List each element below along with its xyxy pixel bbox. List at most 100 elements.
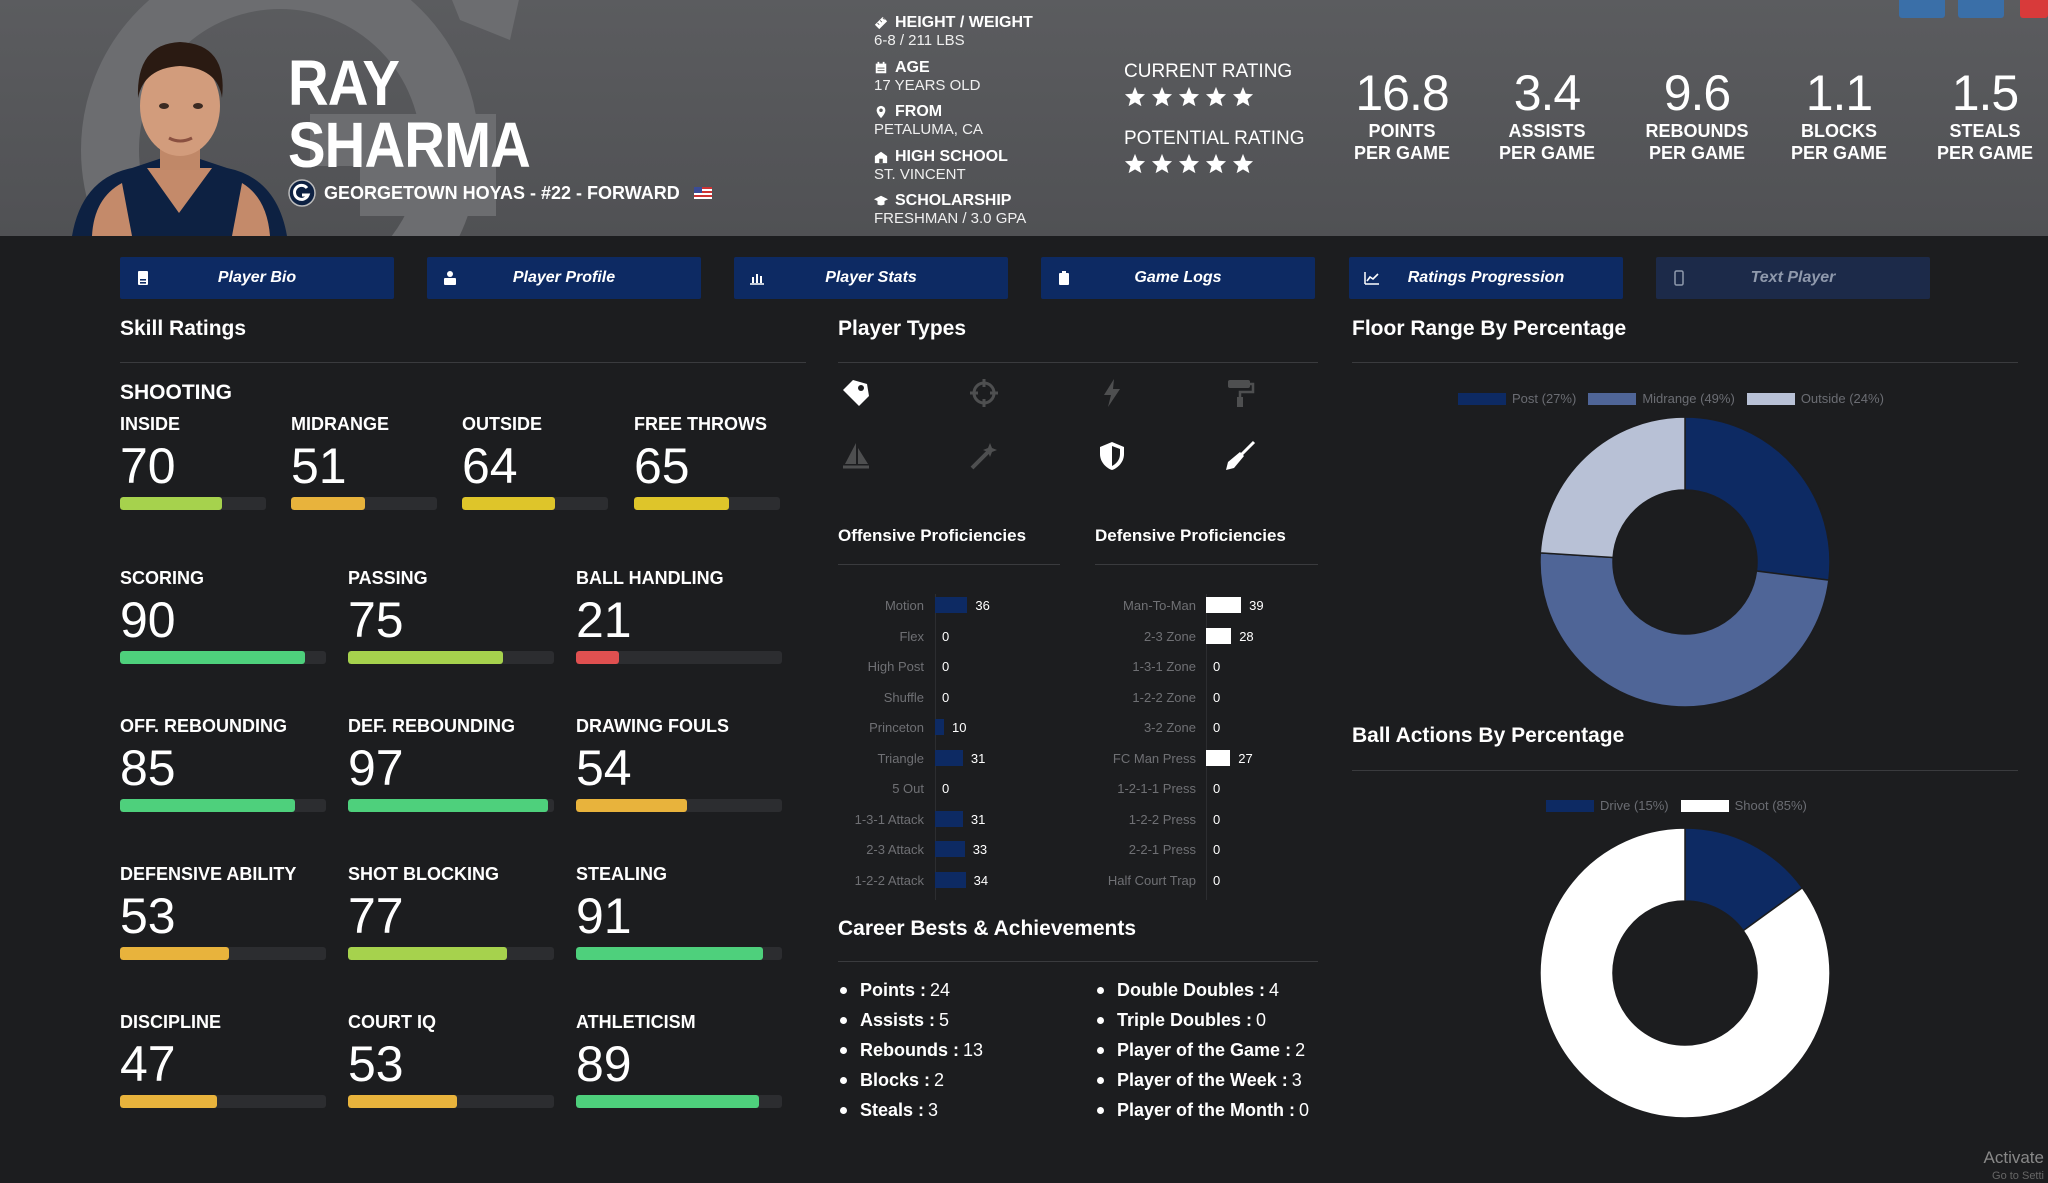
potential-rating: POTENTIAL RATING — [1124, 128, 1305, 174]
achievement-item: Points :24 — [840, 975, 983, 1005]
magic-wand-icon[interactable] — [968, 440, 1000, 472]
proficiency-bar — [935, 871, 966, 888]
ball-actions-title: Ball Actions By Percentage — [1352, 724, 1625, 747]
defensive-row: Man-To-Man 39 — [0, 595, 1264, 615]
achievements-right-list: Double Doubles :4 Triple Doubles :0 Player… — [1097, 975, 1309, 1125]
bio-label-row: HIGH SCHOOL — [873, 148, 1073, 166]
defensive-row: 1-2-1-1 Press 0 — [0, 778, 1220, 798]
skill-bar-track — [576, 651, 782, 664]
bullet-icon — [840, 986, 847, 994]
legend-item[interactable]: Drive (15%) — [1546, 798, 1669, 813]
previous-player-button[interactable] — [1899, 0, 1945, 18]
skill-athleticism: ATHLETICISM 89 — [576, 1012, 782, 1112]
achievement-value: 5 — [939, 1009, 950, 1030]
star-icon — [1205, 86, 1227, 107]
stat-box: 16.8 POINTS PER GAME — [1327, 66, 1477, 164]
stat-value: 9.6 — [1663, 65, 1732, 121]
sailboat-icon[interactable] — [840, 440, 872, 472]
crosshair-icon[interactable] — [968, 377, 1000, 409]
tab-label: Player Stats — [825, 269, 917, 286]
tab-player-bio[interactable]: Player Bio — [120, 257, 394, 299]
next-player-button[interactable] — [1958, 0, 2004, 18]
skill-court-iq: COURT IQ 53 — [348, 1012, 554, 1112]
lightning-icon[interactable] — [1096, 377, 1128, 409]
skill-label: BALL HANDLING — [576, 568, 724, 588]
skill-bar-fill — [348, 651, 503, 664]
legend-item[interactable]: Midrange (49%) — [1588, 391, 1735, 406]
tab-label: Game Logs — [1134, 269, 1222, 286]
skill-bar-track — [120, 799, 326, 812]
floor_range-slice-outside[interactable] — [1540, 417, 1686, 559]
legend-item[interactable]: Outside (24%) — [1746, 391, 1884, 406]
legend-item[interactable]: Post (27%) — [1458, 391, 1576, 406]
achievement-item: Player of the Week :3 — [1097, 1065, 1309, 1095]
proficiency-value: 0 — [942, 659, 950, 674]
proficiency-bar — [935, 749, 963, 766]
tab-player-stats[interactable]: Player Stats — [734, 257, 1008, 299]
legend-item[interactable]: Shoot (85%) — [1680, 798, 1807, 813]
skill-bar-fill — [348, 947, 507, 960]
legend-label: Drive (15%) — [1600, 798, 1669, 813]
skill-bar-fill — [576, 799, 688, 812]
skill-off-rebounding: OFF. REBOUNDING 85 — [120, 716, 326, 816]
stat-label-bottom: PER GAME — [1790, 143, 1887, 163]
skill-value: 53 — [348, 1036, 404, 1092]
proficiency-value: 0 — [942, 689, 950, 705]
achievement-value: 24 — [930, 979, 951, 1000]
bio-item: FROM PETALUMA, CA — [873, 103, 1073, 148]
close-button[interactable] — [2020, 0, 2048, 18]
skill-value: 70 — [120, 438, 176, 494]
tab-text-player[interactable]: Text Player — [1656, 257, 1930, 299]
bio-label: HIGH SCHOOL — [895, 147, 1008, 165]
stat-label-top: REBOUNDS — [1645, 121, 1749, 141]
skill-label: DISCIPLINE — [120, 1012, 222, 1032]
offensive-divider — [838, 564, 1060, 565]
skill-value: 97 — [348, 740, 404, 796]
skill-label: PASSING — [348, 568, 428, 588]
tag-icon[interactable] — [840, 377, 872, 409]
stat-label-bottom: PER GAME — [1498, 143, 1595, 163]
bio-item: AGE 17 YEARS OLD — [873, 59, 1073, 104]
defensive-row: 1-3-1 Zone 0 — [0, 656, 1220, 676]
star-icon — [1178, 153, 1200, 174]
achievement-value: 13 — [963, 1039, 984, 1060]
achievement-value: 2 — [934, 1069, 945, 1090]
proficiency-name: Flex — [899, 628, 924, 644]
skill-bar-track — [348, 1095, 554, 1108]
stat-label-top: POINTS — [1368, 121, 1436, 141]
skill-value: 77 — [348, 888, 404, 944]
proficiency-name: 1-2-2 Attack — [854, 872, 924, 888]
skill-value: 85 — [120, 740, 176, 796]
broom-icon[interactable] — [1224, 440, 1256, 472]
legend-swatch — [1746, 392, 1795, 405]
stat-box: 1.5 STEALS PER GAME — [1910, 66, 2048, 164]
achievement-label: Assists : — [860, 1009, 936, 1030]
paint-roller-icon[interactable] — [1224, 377, 1256, 409]
floor_range-slice-midrange[interactable] — [1540, 552, 1830, 707]
current-rating-stars — [1124, 86, 1292, 107]
shield-icon[interactable] — [1096, 440, 1128, 472]
ball_actions-slice-shoot[interactable] — [1540, 828, 1830, 1118]
stat-label-bottom: PER GAME — [1936, 143, 2033, 163]
stat-value: 1.5 — [1951, 65, 2020, 121]
player-first-name: RAY — [288, 47, 400, 119]
floor_range-slice-post[interactable] — [1684, 417, 1830, 582]
skill-discipline: DISCIPLINE 47 — [120, 1012, 326, 1112]
bio-item: HIGH SCHOOL ST. VINCENT — [873, 148, 1073, 193]
tab-ratings-progression[interactable]: Ratings Progression — [1349, 257, 1623, 299]
achievements-left-list: Points :24 Assists :5 Rebounds :13 Blocks :… — [840, 975, 983, 1125]
ruler-icon — [874, 16, 888, 30]
proficiency-name: Half Court Trap — [1107, 872, 1196, 888]
skill-midrange: MIDRANGE 51 — [291, 414, 437, 514]
legend-label: Outside (24%) — [1800, 391, 1884, 406]
profile-icon — [444, 271, 456, 285]
bio-value: 17 YEARS OLD — [874, 76, 981, 94]
achievement-value: 3 — [928, 1099, 939, 1120]
proficiency-value: 0 — [1213, 872, 1221, 888]
achievement-label: Player of the Game : — [1117, 1039, 1292, 1060]
tab-player-profile[interactable]: Player Profile — [427, 257, 701, 299]
proficiency-value: 31 — [970, 811, 986, 827]
achievement-label: Triple Doubles : — [1117, 1009, 1253, 1030]
skill-bar-track — [120, 497, 266, 510]
tab-game-logs[interactable]: Game Logs — [1041, 257, 1315, 299]
